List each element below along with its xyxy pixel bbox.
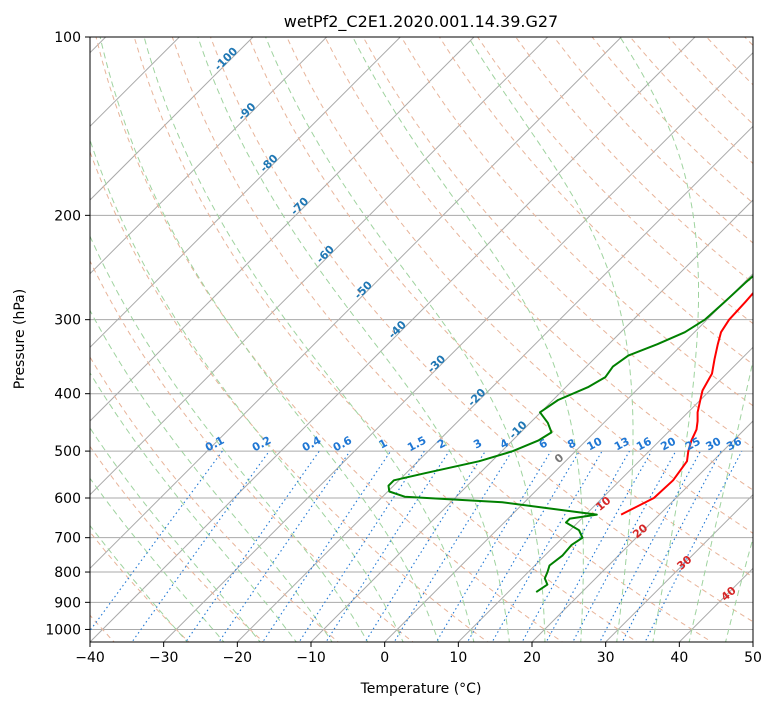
mixing-ratio-line: [491, 450, 603, 642]
y-tick-label: 100: [54, 30, 81, 46]
isotherm-line: [384, 272, 753, 642]
isotherm-line: [163, 51, 753, 642]
moist-adiabat-line: [197, 37, 510, 642]
moist-adiabat-line: [90, 138, 404, 642]
moist-adiabat-line: [619, 37, 699, 642]
moist-adiabat-line: [90, 427, 261, 642]
mixing-ratio-line: [325, 450, 450, 642]
y-tick-label: 500: [54, 444, 81, 460]
moist-adiabat-line: [90, 371, 297, 642]
moist-adiabat-line: [467, 37, 634, 642]
mixing-ratio-line: [466, 450, 580, 642]
mixing-ratio-label: 10: [585, 435, 605, 454]
dry-adiabat-line: [90, 356, 339, 642]
y-tick-label: 900: [54, 595, 81, 611]
x-tick-label: −20: [223, 650, 253, 666]
isotherm-line: [531, 420, 753, 642]
y-tick-label: 800: [54, 565, 81, 581]
dry-adiabat-line: [171, 37, 713, 642]
x-tick-label: −30: [149, 650, 179, 666]
moist-adiabat-line: [265, 37, 546, 642]
mixing-ratio-line: [262, 450, 392, 642]
x-tick-label: 10: [449, 650, 467, 666]
moist-adiabat-line: [688, 358, 753, 642]
moist-adiabat-line: [90, 477, 225, 642]
y-tick-label: 400: [54, 387, 81, 403]
mixing-ratio-lines: [90, 450, 743, 642]
mixing-ratio-label: 20: [658, 435, 678, 454]
isotherm-line: [457, 346, 753, 642]
x-tick-label: 40: [670, 650, 688, 666]
x-tick-label: 50: [744, 650, 762, 666]
mixing-ratio-label: 36: [724, 435, 744, 454]
dry-adiabat-line: [90, 150, 489, 642]
mixing-ratio-line: [644, 450, 743, 642]
x-tick-label: 30: [597, 650, 615, 666]
dry-adiabat-line: [133, 37, 638, 642]
mixing-ratio-line: [364, 450, 486, 642]
mixing-ratio-line: [298, 450, 425, 642]
isotherm-lines: [90, 37, 753, 642]
isotherm-line: [90, 37, 696, 642]
dry-adiabat-line: [324, 37, 753, 491]
moist-adiabat-line: [143, 37, 475, 642]
dry-adiabat-line: [90, 531, 190, 642]
x-tick-label: 0: [380, 650, 389, 666]
mixing-ratio-label: 25: [683, 435, 703, 454]
mixing-ratio-label: 16: [634, 435, 654, 454]
isotherm-line: [90, 37, 254, 201]
isotherm-line: [90, 37, 549, 496]
y-tick-label: 1000: [45, 622, 81, 638]
mixing-ratio-line: [521, 450, 630, 642]
dry-adiabat-line: [95, 37, 564, 642]
x-tick-label: 20: [523, 650, 541, 666]
mixing-ratio-line: [393, 450, 513, 642]
isotherm-line: [90, 37, 622, 570]
moist-adiabat-line: [725, 536, 753, 642]
chart-title: wetPf2_C2E1.2020.001.14.39.G27: [284, 12, 558, 32]
isotherm-line: [236, 125, 753, 642]
plot-frame: [89, 36, 754, 643]
isotherm-line: [90, 37, 475, 422]
moist-adiabat-line: [99, 37, 440, 642]
mixing-ratio-label: 13: [612, 435, 632, 454]
isotherm-line: [605, 493, 753, 642]
mixing-ratio-label: 30: [704, 435, 724, 454]
mixing-ratio-line: [621, 450, 722, 642]
temperature-line: [620, 291, 753, 516]
isobar-lines: [90, 37, 753, 630]
y-axis-label: Pressure (hPa): [12, 289, 28, 389]
x-tick-label: −10: [296, 650, 326, 666]
moist-adiabat-line: [90, 309, 333, 642]
y-tick-label: 300: [54, 313, 81, 329]
dewpoint-line: [387, 274, 753, 593]
dry-adiabat-lines: [90, 37, 753, 642]
axes: −40 −30 −20 −10 0 10 20 30 40 50 100 200 300 400 500 60…: [45, 30, 762, 666]
mixing-ratio-line: [218, 450, 351, 642]
y-tick-label: 700: [54, 531, 81, 547]
mixing-ratio-line: [90, 450, 223, 632]
x-tick-label: −40: [75, 650, 105, 666]
isotherm-line: [90, 37, 328, 275]
y-tick-label: 200: [54, 208, 81, 224]
moist-adiabat-line: [352, 37, 584, 642]
profile-series: [387, 274, 753, 593]
mixing-ratio-line: [435, 450, 552, 642]
dry-adiabat-line: [362, 37, 753, 449]
dry-adiabat-line: [477, 37, 753, 325]
x-axis-label: Temperature (°C): [360, 681, 482, 697]
isotherm-line: [90, 37, 401, 349]
y-tick-label: 600: [54, 491, 81, 507]
moist-adiabat-line: [90, 235, 369, 642]
plot-area: 0.1 0.2 0.4 0.6 1 1.5 2 3 4 6 8 10 13 16 20 25 30 36-100-…: [90, 37, 753, 642]
dry-adiabat-line: [90, 259, 414, 642]
dry-adiabat-line: [210, 37, 753, 623]
moist-adiabat-lines: [90, 37, 753, 642]
